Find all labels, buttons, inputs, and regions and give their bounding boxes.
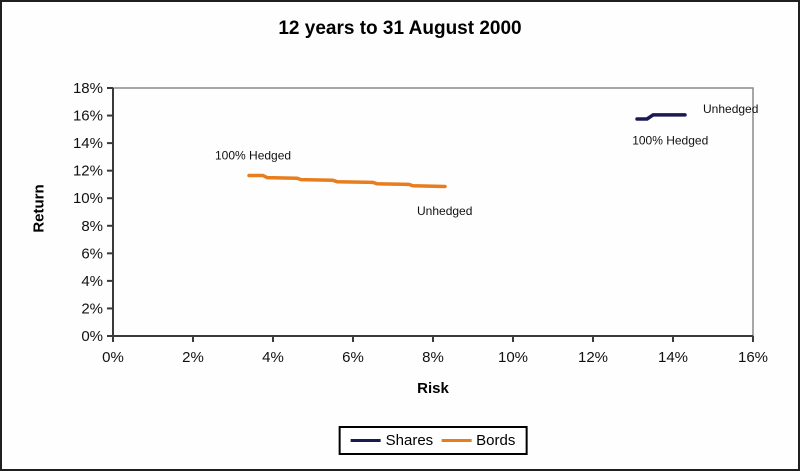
y-tick-label: 18% (73, 80, 103, 97)
x-tick-label: 10% (498, 349, 528, 366)
y-tick-label: 16% (73, 108, 103, 125)
y-tick-label: 4% (81, 273, 103, 290)
x-tick-label: 14% (658, 349, 688, 366)
x-tick-label: 8% (422, 349, 444, 366)
series-line-bords (247, 173, 447, 189)
y-tick-label: 6% (81, 245, 103, 262)
legend-label-bords: Bords (476, 432, 516, 449)
annotation-label: Unhedged (417, 204, 472, 218)
chart-legend: Shares Bords (338, 426, 528, 455)
legend-label-shares: Shares (385, 432, 434, 449)
shares-line-swatch (350, 439, 381, 442)
y-tick-label: 14% (73, 135, 103, 152)
x-tick-label: 0% (102, 349, 124, 366)
annotation-label: 100% Hedged (215, 149, 291, 163)
y-tick-label: 2% (81, 300, 103, 317)
legend-entry-bords: Bords (441, 432, 515, 449)
x-axis-title: Risk (417, 380, 449, 397)
legend-entry-shares: Shares (350, 432, 434, 449)
chart-title: 12 years to 31 August 2000 (278, 18, 522, 39)
x-tick-label: 2% (182, 349, 204, 366)
bords-line-swatch (441, 439, 472, 442)
annotation-label: 100% Hedged (632, 133, 708, 147)
x-tick-label: 6% (342, 349, 364, 366)
x-tick-label: 16% (738, 349, 768, 366)
x-tick-label: 4% (262, 349, 284, 366)
x-tick-label: 12% (578, 349, 608, 366)
y-tick-label: 8% (81, 218, 103, 235)
series-line-shares (635, 113, 687, 121)
y-tick-label: 10% (73, 190, 103, 207)
annotation-label: Unhedged (703, 102, 758, 116)
y-tick-label: 0% (81, 328, 103, 345)
y-tick-label: 12% (73, 163, 103, 180)
